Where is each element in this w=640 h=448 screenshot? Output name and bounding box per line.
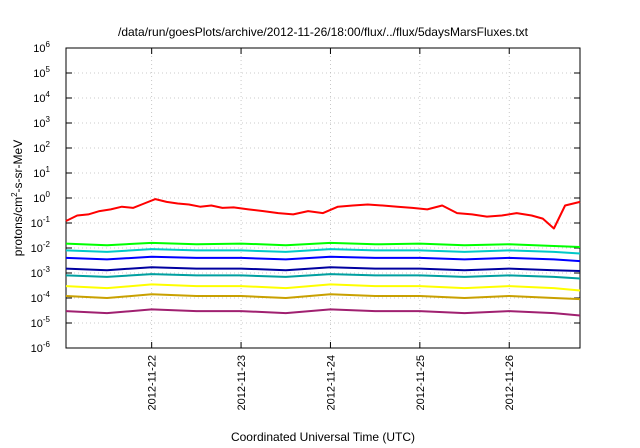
series-line <box>65 255 581 263</box>
y-tick-label: 105 <box>33 65 50 80</box>
y-tick-label: 103 <box>33 115 50 130</box>
series-line <box>65 293 581 301</box>
x-tick-label: 2012-11-23 <box>236 355 248 410</box>
y-tick-label: 101 <box>33 165 50 180</box>
chart-title: /data/run/goesPlots/archive/2012-11-26/1… <box>118 25 529 39</box>
series-line <box>65 198 581 230</box>
x-tick-label: 2012-11-25 <box>415 355 427 410</box>
y-tick-label: 106 <box>33 40 50 55</box>
series-line <box>65 283 581 292</box>
y-tick-label: 10-1 <box>31 215 51 230</box>
y-axis-label-main: protons/cm <box>11 197 25 256</box>
y-tick-label: 10-6 <box>31 340 51 355</box>
series-line <box>65 273 581 280</box>
x-axis-label: Coordinated Universal Time (UTC) <box>231 430 415 444</box>
series-line <box>65 248 581 255</box>
y-tick-label: 10-3 <box>31 265 51 280</box>
y-tick-label: 10-2 <box>31 240 51 255</box>
y-tick-label: 104 <box>33 90 50 105</box>
x-tick-label: 2012-11-26 <box>504 355 516 410</box>
y-axis-label-sup: 2 <box>10 192 19 197</box>
y-tick-label: 10-4 <box>31 290 51 305</box>
y-tick-label: 102 <box>33 140 50 155</box>
series-line <box>65 241 581 248</box>
series-line <box>65 266 581 272</box>
series-group <box>65 198 581 317</box>
x-tick-label: 2012-11-22 <box>147 355 159 410</box>
y-tick-label: 10-5 <box>31 315 51 330</box>
grid <box>66 48 580 348</box>
y-axis: 10-6 10-5 10-4 10-3 10-2 10-1 100 101 102 103 104 1… <box>31 40 580 355</box>
x-tick-label: 2012-11-24 <box>325 355 337 410</box>
x-axis: 2012-11-22 2012-11-23 2012-11-24 2012-11-25… <box>147 48 516 410</box>
y-axis-label: protons/cm2-s-sr-MeV <box>10 140 25 256</box>
y-tick-label: 100 <box>33 190 50 205</box>
y-axis-label-rest: -s-sr-MeV <box>11 140 25 193</box>
series-line <box>65 308 581 317</box>
